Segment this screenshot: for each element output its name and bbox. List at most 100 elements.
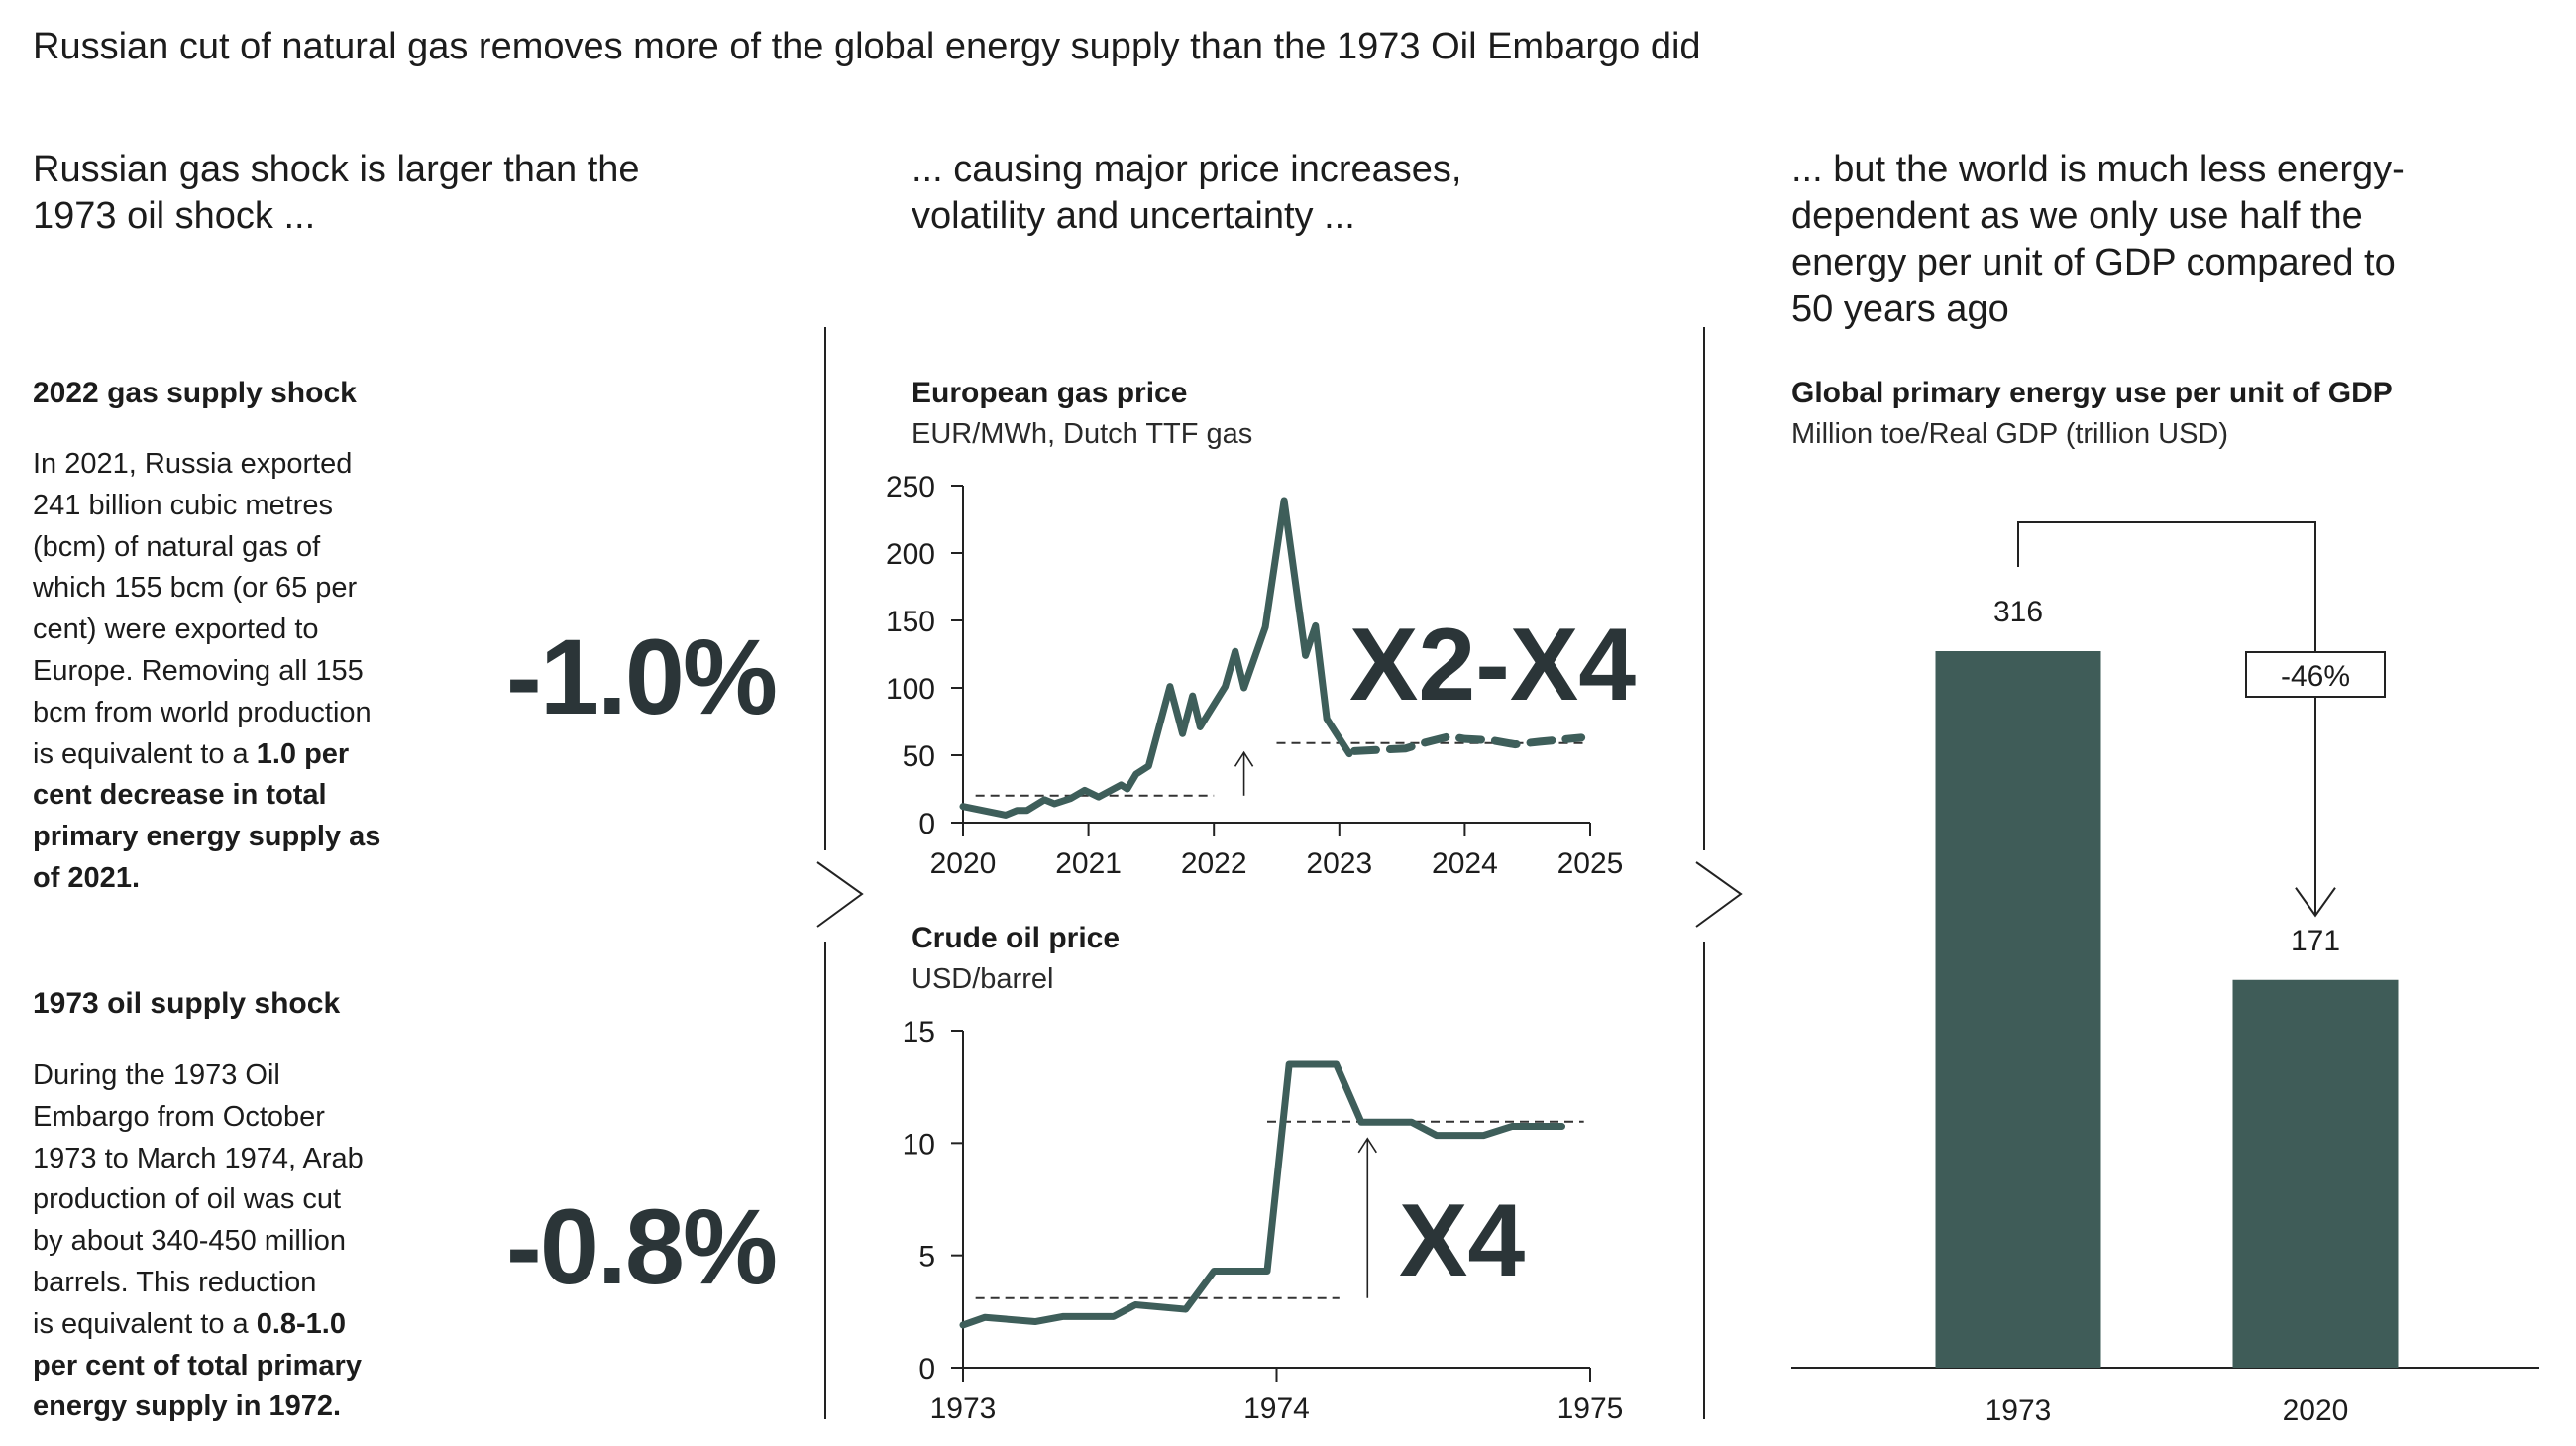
gas-shock-heading: 2022 gas supply shock (33, 377, 357, 409)
text-line: by about 340-450 million (33, 1221, 364, 1263)
gas-chart-arrowhead-icon (1234, 750, 1254, 767)
oil-chart-subtitle: USD/barrel (912, 963, 1054, 995)
text-bold: cent decrease in total (33, 779, 327, 812)
heading-line: ... causing major price increases, (912, 149, 1462, 190)
text-normal: which 155 bcm (or 65 per (33, 572, 358, 605)
text-line: bcm from world production (33, 693, 380, 734)
text-line: is equivalent to a 0.8-1.0 (33, 1304, 364, 1346)
text-line: cent decrease in total (33, 775, 380, 817)
heading-line: volatility and uncertainty ... (912, 195, 1355, 237)
bar-value-label: 171 (2291, 925, 2340, 957)
heading-line: ... but the world is much less energy- (1791, 149, 2405, 190)
text-line: production of oil was cut (33, 1179, 364, 1221)
gas-chart-y-tick-label: 100 (886, 673, 935, 706)
heading-line: 1973 oil shock ... (33, 195, 316, 237)
text-normal: During the 1973 Oil (33, 1059, 280, 1091)
change-badge (2245, 651, 2386, 698)
oil-chart-y-tick-label: 0 (918, 1353, 935, 1386)
oil-shock-value: -0.8% (505, 1186, 778, 1306)
heading-line: dependent as we only use half the (1791, 195, 2363, 237)
text-normal: 241 billion cubic metres (33, 489, 334, 521)
gas-chart-x-tick-label: 2022 (1181, 847, 1247, 880)
oil-chart-x-tick-label: 1974 (1243, 1392, 1310, 1425)
text-line: Embargo from October (33, 1097, 364, 1139)
change-connector (2017, 521, 2316, 916)
change-badge-label: -46% (2281, 660, 2350, 693)
column-divider (1703, 942, 1705, 1419)
oil-chart-x-tick-label: 1973 (930, 1392, 997, 1425)
text-normal: bcm from world production (33, 696, 372, 728)
gas-chart-x-tick-label: 2020 (930, 847, 997, 880)
gas-chart-x-tick-label: 2023 (1306, 847, 1372, 880)
text-normal: is equivalent to a (33, 1307, 257, 1340)
text-bold: primary energy supply as (33, 821, 381, 853)
gas-chart-x-tick-label: 2025 (1557, 847, 1624, 880)
gas-shock-text: In 2021, Russia exported 241 billion cubi… (33, 444, 380, 900)
gas-chart-series-line-dashed (1349, 731, 1586, 755)
bar-chart-title: Global primary energy use per unit of GD… (1791, 377, 2393, 409)
oil-multiplier-annotation: X4 (1399, 1183, 1526, 1298)
text-normal: production of oil was cut (33, 1183, 342, 1216)
text-normal: barrels. This reduction (33, 1266, 317, 1298)
text-line: barrels. This reduction (33, 1263, 364, 1304)
gas-chart-series-line-solid (959, 497, 1353, 819)
text-normal: cent) were exported to (33, 613, 319, 646)
oil-chart-y-tick-label: 5 (918, 1241, 935, 1274)
column-divider (824, 942, 826, 1419)
bar-1973 (1935, 651, 2101, 1368)
oil-chart-y-tick-label: 15 (903, 1016, 935, 1049)
text-line: of 2021. (33, 858, 380, 900)
gas-chart-x-tick-label: 2021 (1055, 847, 1122, 880)
gas-chart-y-tick-label: 50 (903, 740, 935, 773)
text-line: per cent of total primary (33, 1346, 364, 1388)
bar-value-label: 316 (1993, 596, 2043, 628)
text-bold: 1.0 per (256, 737, 350, 770)
text-bold: 0.8-1.0 (256, 1307, 346, 1340)
oil-shock-text: During the 1973 Oil Embargo from October 1… (33, 1056, 364, 1428)
arrow-down-icon (2295, 887, 2336, 918)
text-line: 1973 to March 1974, Arab (33, 1139, 364, 1180)
text-line: In 2021, Russia exported (33, 444, 380, 486)
text-normal: 1973 to March 1974, Arab (33, 1142, 364, 1174)
text-normal: Europe. Removing all 155 (33, 654, 364, 687)
text-bold: of 2021. (33, 861, 140, 894)
text-normal: is equivalent to a (33, 737, 257, 770)
text-normal: In 2021, Russia exported (33, 448, 353, 480)
text-line: (bcm) of natural gas of (33, 527, 380, 569)
column-divider (824, 327, 826, 850)
gas-shock-value: -1.0% (505, 616, 778, 736)
oil-chart-x-tick-label: 1975 (1557, 1392, 1624, 1425)
oil-chart-y-tick-label: 10 (903, 1128, 935, 1161)
text-line: cent) were exported to (33, 610, 380, 651)
column-heading-prices: ... causing major price increases, volat… (912, 147, 1461, 240)
gas-chart-y-tick-label: 250 (886, 471, 935, 503)
text-line: which 155 bcm (or 65 per (33, 568, 380, 610)
gas-chart-y-tick-label: 0 (918, 808, 935, 840)
text-bold: energy supply in 1972. (33, 1390, 342, 1423)
bar-category-label: 2020 (2283, 1394, 2349, 1427)
bar-category-label: 1973 (1986, 1394, 2052, 1427)
text-normal: Embargo from October (33, 1100, 325, 1133)
bar-chart-subtitle: Million toe/Real GDP (trillion USD) (1791, 418, 2229, 450)
heading-line: energy per unit of GDP compared to (1791, 242, 2396, 283)
bar-2020 (2232, 979, 2399, 1368)
text-line: energy supply in 1972. (33, 1387, 364, 1428)
gas-chart-x-tick-label: 2024 (1432, 847, 1498, 880)
oil-chart-arrowhead-icon (1357, 1137, 1377, 1154)
column-heading-gas-shock: Russian gas shock is larger than the 197… (33, 147, 640, 240)
column-heading-energy-intensity: ... but the world is much less energy- d… (1791, 147, 2405, 333)
oil-chart-series-line-solid (959, 1060, 1566, 1329)
text-line: primary energy supply as (33, 817, 380, 858)
gas-multiplier-annotation: X2-X4 (1349, 608, 1637, 723)
text-normal: by about 340-450 million (33, 1225, 346, 1258)
chevron-right-icon (1695, 861, 1743, 928)
gas-chart-title: European gas price (912, 377, 1188, 409)
text-normal: (bcm) of natural gas of (33, 530, 321, 563)
oil-shock-heading: 1973 oil supply shock (33, 987, 341, 1020)
gas-chart-y-tick-label: 150 (886, 606, 935, 638)
text-line: Europe. Removing all 155 (33, 651, 380, 693)
page-title: Russian cut of natural gas removes more … (33, 26, 1701, 67)
text-bold: per cent of total primary (33, 1349, 362, 1382)
gas-chart-y-tick-label: 200 (886, 538, 935, 571)
